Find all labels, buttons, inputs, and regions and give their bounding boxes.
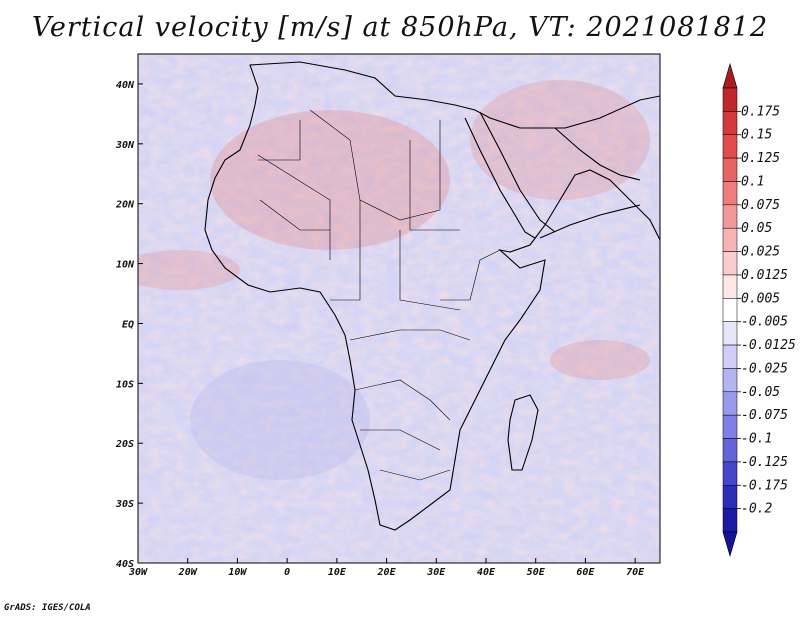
colorbar-segment	[722, 368, 738, 393]
colorbar-label: 0.15	[741, 128, 772, 143]
colorbar-label: 0.175	[741, 104, 780, 119]
y-tick-label: 30N	[115, 140, 135, 151]
x-tick-label: 40E	[477, 567, 496, 578]
colorbar-label: -0.05	[741, 385, 780, 400]
map-frame	[137, 53, 661, 564]
colorbar-label: 0.05	[741, 221, 772, 236]
colorbar-segment	[722, 485, 738, 509]
colorbar-segment	[722, 227, 738, 252]
velocity-field	[138, 54, 660, 563]
colorbar-label: 0.025	[741, 245, 780, 260]
colorbar-segment	[722, 204, 738, 229]
x-tick-label: 20W	[178, 567, 198, 578]
colorbar-segment	[722, 181, 738, 206]
y-tick-label: 20S	[115, 439, 134, 450]
colorbar-segment	[722, 87, 738, 112]
y-tick-label: 40S	[116, 559, 134, 570]
colorbar-segment	[722, 344, 738, 369]
x-tick-label: 50E	[527, 567, 546, 578]
x-tick-label: 30E	[426, 567, 446, 578]
colorbar-label: -0.1	[741, 432, 772, 447]
africa-outline	[204, 61, 660, 531]
colorbar-label: -0.075	[741, 408, 788, 423]
x-tick-label: 0	[284, 567, 290, 578]
atlantic-tint	[138, 250, 240, 290]
y-tick-label: 30S	[115, 499, 134, 510]
y-tick-label: 40N	[116, 80, 135, 91]
x-axis: 30W 20W 10W 0 10E 20E 30E 40E 50E 60E 70E	[128, 558, 645, 578]
colorbar-segment	[722, 251, 738, 276]
red-sea-east	[479, 111, 556, 233]
colorbar-segment	[722, 111, 738, 135]
y-tick-label: EQ	[122, 319, 134, 330]
gulf-of-aden	[539, 204, 641, 239]
colorbar-segment	[722, 414, 738, 439]
colorbar-label: 0.0125	[741, 268, 788, 283]
colorbar-segment	[722, 461, 738, 486]
colorbar: 0.175 0.15 0.125 0.1 0.075 0.05 0.025 0.0125 0.0…	[722, 62, 796, 558]
country-borders	[257, 109, 501, 481]
x-tick-label: 60E	[576, 567, 595, 578]
colorbar-segment	[722, 157, 738, 182]
colorbar-label: -0.0125	[741, 338, 796, 353]
madagascar-outline	[507, 394, 539, 471]
x-tick-label: 10W	[228, 567, 247, 578]
colorbar-label: -0.2	[741, 502, 772, 517]
credit-label: GrADS: IGES/COLA	[4, 603, 91, 613]
colorbar-segment	[722, 298, 738, 322]
south-atlantic-tint	[190, 360, 370, 480]
colorbar-label: -0.175	[741, 478, 788, 493]
colorbar-bottom-arrow	[722, 531, 738, 558]
x-tick-label: 10E	[328, 567, 347, 578]
field-rising-texture	[138, 54, 660, 563]
red-sea-west	[464, 117, 536, 239]
colorbar-label: 0.075	[741, 198, 780, 213]
y-tick-label: 10S	[116, 379, 134, 390]
map-title: Vertical velocity [m/s] at 850hPa, VT: 2…	[31, 12, 769, 43]
colorbar-segment	[722, 134, 738, 159]
colorbar-segment	[722, 438, 738, 463]
colorbar-label: 0.005	[741, 291, 780, 306]
colorbar-segment	[722, 321, 738, 346]
coastlines	[204, 61, 660, 531]
colorbar-label: -0.025	[741, 361, 788, 376]
y-tick-label: 20N	[115, 200, 135, 211]
x-tick-label: 20E	[377, 567, 397, 578]
indian-ocean-tint	[550, 340, 650, 380]
colorbar-segment	[722, 274, 738, 299]
colorbar-label: 0.125	[741, 151, 780, 166]
colorbar-top-arrow	[722, 62, 738, 89]
y-tick-label: 10N	[116, 260, 135, 271]
colorbar-label: 0.1	[741, 174, 764, 189]
colorbar-label: -0.125	[741, 455, 788, 470]
arabia-tint	[470, 80, 650, 200]
x-tick-label: 70E	[626, 567, 645, 578]
y-axis: 40N 30N 20N 10N EQ 10S 20S 30S 40S	[115, 80, 143, 570]
colorbar-segment	[722, 508, 738, 533]
colorbar-label: -0.005	[741, 315, 788, 330]
x-tick-label: 30W	[128, 567, 148, 578]
colorbar-segment	[722, 391, 738, 416]
persian-gulf	[554, 127, 641, 181]
